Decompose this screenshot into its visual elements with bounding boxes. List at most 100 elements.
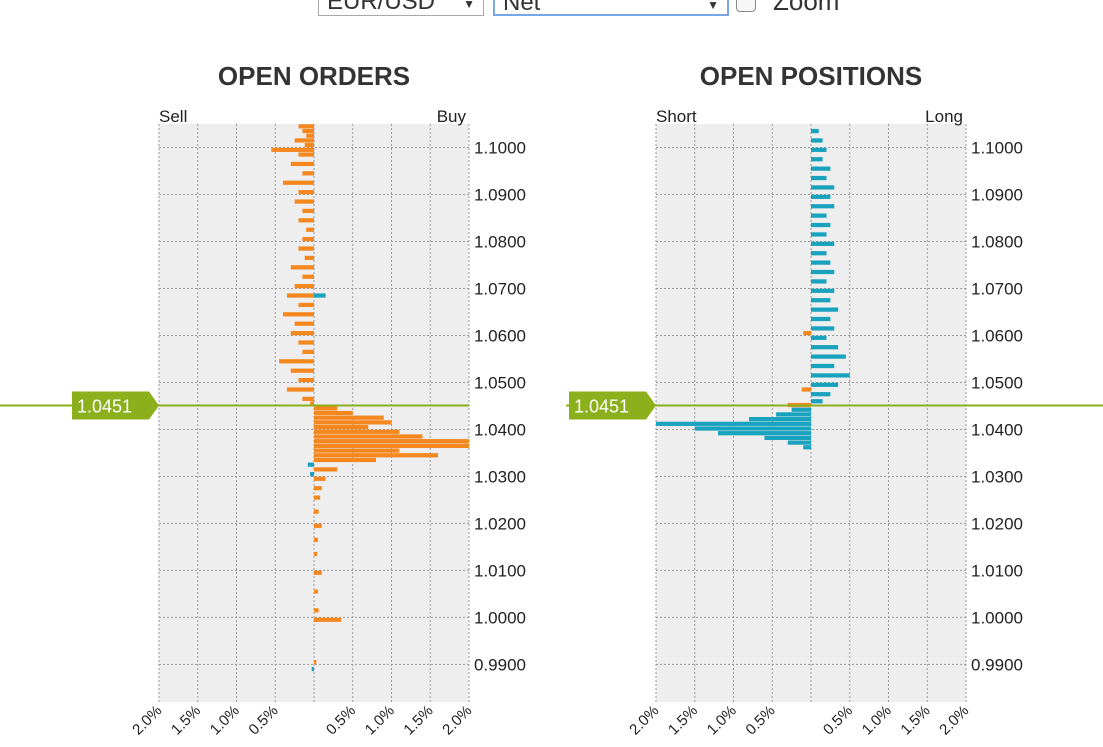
y-tick-label: 1.0100 bbox=[474, 561, 526, 580]
x-tick-label: 1.5% bbox=[897, 702, 933, 738]
bar bbox=[307, 462, 314, 467]
bar bbox=[302, 237, 314, 242]
bar bbox=[811, 326, 835, 331]
y-tick-label: 1.0100 bbox=[971, 561, 1023, 580]
right-side-label: Long bbox=[925, 107, 963, 126]
y-tick-label: 0.9900 bbox=[474, 655, 526, 674]
currency-pair-select[interactable]: EUR/USD ▼ bbox=[318, 0, 484, 16]
bar bbox=[314, 420, 392, 425]
x-tick-label: 2.0% bbox=[129, 702, 165, 738]
bar bbox=[304, 143, 314, 148]
x-tick-label: 1.5% bbox=[168, 702, 204, 738]
bar bbox=[694, 426, 811, 431]
bar bbox=[811, 382, 839, 387]
bar bbox=[286, 293, 314, 298]
zoom-checkbox[interactable] bbox=[736, 0, 756, 12]
bar bbox=[283, 312, 314, 317]
mode-select[interactable]: Net ▼ bbox=[493, 0, 729, 16]
bar bbox=[718, 431, 811, 436]
y-tick-label: 1.0800 bbox=[971, 232, 1023, 251]
bar bbox=[311, 666, 314, 672]
bar bbox=[811, 128, 819, 134]
bar bbox=[811, 241, 835, 246]
bar bbox=[314, 589, 318, 594]
x-tick-label: 1.5% bbox=[400, 702, 436, 738]
bar bbox=[811, 232, 827, 237]
bar bbox=[310, 471, 314, 477]
bar bbox=[787, 440, 811, 445]
bar bbox=[811, 279, 827, 284]
chevron-down-icon: ▼ bbox=[707, 0, 719, 12]
left-side-label: Sell bbox=[159, 107, 187, 126]
bar bbox=[294, 284, 314, 289]
bar bbox=[304, 255, 314, 261]
bar bbox=[811, 194, 831, 199]
bar bbox=[290, 330, 314, 336]
bar bbox=[811, 399, 823, 404]
bar bbox=[286, 387, 314, 392]
bar bbox=[803, 330, 811, 336]
bar bbox=[302, 274, 314, 279]
zoom-label: Zoom bbox=[773, 0, 840, 16]
bar bbox=[811, 175, 827, 181]
bar bbox=[302, 349, 314, 355]
bar bbox=[302, 171, 314, 176]
bar bbox=[290, 265, 314, 270]
bar bbox=[314, 551, 318, 557]
bar bbox=[314, 509, 319, 514]
x-tick-label: 1.0% bbox=[362, 702, 398, 738]
bar bbox=[298, 302, 314, 308]
current-price-label: 1.0451 bbox=[77, 396, 132, 416]
left-side-label: Short bbox=[656, 107, 697, 126]
y-tick-label: 1.0200 bbox=[971, 514, 1023, 533]
x-tick-label: 0.5% bbox=[323, 702, 359, 738]
bar bbox=[290, 161, 314, 167]
bar bbox=[306, 133, 314, 138]
current-price-label: 1.0451 bbox=[574, 396, 629, 416]
y-tick-label: 0.9900 bbox=[971, 655, 1023, 674]
bar bbox=[279, 359, 314, 364]
y-tick-label: 1.0900 bbox=[474, 185, 526, 204]
bar bbox=[811, 392, 831, 397]
bar bbox=[302, 128, 314, 134]
bar bbox=[298, 377, 314, 383]
bar bbox=[298, 246, 314, 251]
y-tick-label: 1.0500 bbox=[474, 373, 526, 392]
bar bbox=[298, 340, 314, 345]
bar bbox=[314, 293, 326, 298]
bar bbox=[302, 396, 314, 402]
bar bbox=[314, 495, 321, 500]
y-tick-label: 1.0600 bbox=[971, 326, 1023, 345]
bar bbox=[811, 147, 827, 152]
y-tick-label: 1.0300 bbox=[474, 467, 526, 486]
bar bbox=[811, 269, 835, 275]
y-tick-label: 1.0000 bbox=[474, 608, 526, 627]
y-tick-label: 1.0900 bbox=[971, 185, 1023, 204]
x-tick-label: 2.0% bbox=[439, 702, 475, 738]
bar bbox=[314, 537, 318, 542]
y-tick-label: 1.0400 bbox=[474, 420, 526, 439]
bar bbox=[314, 486, 322, 491]
bar bbox=[811, 298, 831, 303]
bar bbox=[314, 608, 319, 613]
x-tick-label: 2.0% bbox=[626, 702, 662, 738]
bar bbox=[811, 354, 846, 359]
x-tick-label: 1.5% bbox=[665, 702, 701, 738]
bar bbox=[290, 368, 314, 373]
bar bbox=[314, 429, 400, 434]
mode-value: Net bbox=[503, 0, 541, 16]
x-tick-label: 0.5% bbox=[245, 702, 281, 738]
bar bbox=[791, 407, 811, 412]
y-tick-label: 1.0700 bbox=[474, 279, 526, 298]
y-tick-label: 1.1000 bbox=[474, 138, 526, 157]
x-tick-label: 1.0% bbox=[207, 702, 243, 738]
bar bbox=[314, 659, 317, 665]
bar bbox=[811, 373, 850, 378]
chevron-down-icon: ▼ bbox=[463, 0, 475, 11]
y-tick-label: 1.0800 bbox=[474, 232, 526, 251]
bar bbox=[764, 435, 811, 441]
bar bbox=[314, 570, 322, 575]
bar bbox=[811, 288, 835, 293]
bar bbox=[314, 443, 469, 449]
y-tick-label: 1.0000 bbox=[971, 608, 1023, 627]
